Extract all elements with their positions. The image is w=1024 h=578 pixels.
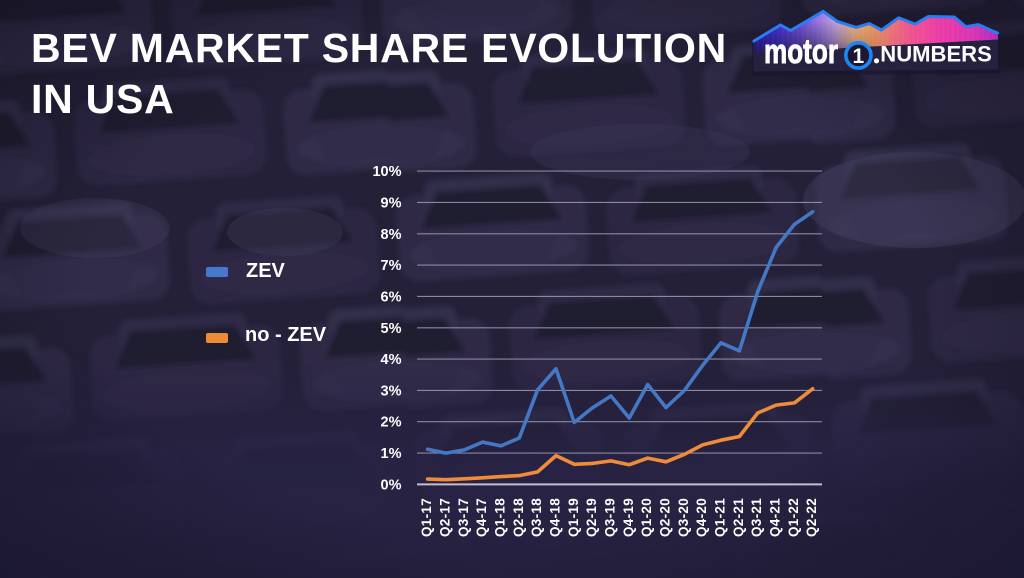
- svg-text:4%: 4%: [381, 352, 402, 368]
- svg-text:10%: 10%: [372, 164, 401, 180]
- svg-text:Q3-18: Q3-18: [529, 498, 544, 537]
- svg-text:Q4-21: Q4-21: [768, 498, 783, 537]
- svg-text:Q1-17: Q1-17: [419, 498, 434, 537]
- svg-text:1: 1: [853, 45, 865, 68]
- svg-text:6%: 6%: [381, 289, 402, 305]
- svg-text:3%: 3%: [381, 383, 402, 399]
- svg-text:Q2-21: Q2-21: [731, 498, 746, 537]
- svg-text:motor: motor: [764, 33, 838, 71]
- svg-text:Q1-22: Q1-22: [786, 498, 801, 537]
- svg-text:NUMBERS: NUMBERS: [880, 42, 992, 67]
- svg-text:1%: 1%: [381, 446, 402, 462]
- svg-text:5%: 5%: [381, 321, 402, 337]
- svg-text:Q1-18: Q1-18: [493, 498, 508, 537]
- svg-text:8%: 8%: [381, 227, 402, 243]
- svg-text:Q2-17: Q2-17: [437, 498, 452, 537]
- svg-text:Q2-18: Q2-18: [511, 498, 526, 537]
- svg-text:7%: 7%: [381, 258, 402, 274]
- svg-text:Q2-20: Q2-20: [658, 498, 673, 537]
- svg-text:Q1-21: Q1-21: [713, 498, 728, 537]
- svg-text:Q3-19: Q3-19: [603, 498, 618, 537]
- svg-text:Q3-21: Q3-21: [749, 498, 764, 537]
- svg-text:9%: 9%: [381, 195, 402, 211]
- svg-text:Q1-20: Q1-20: [639, 498, 654, 537]
- svg-text:Q3-20: Q3-20: [676, 498, 691, 537]
- svg-text:Q4-18: Q4-18: [548, 498, 563, 537]
- svg-text:Q2-19: Q2-19: [584, 498, 599, 537]
- svg-text:2%: 2%: [381, 415, 402, 431]
- svg-text:Q3-17: Q3-17: [456, 498, 471, 537]
- svg-text:Q4-17: Q4-17: [474, 498, 489, 537]
- svg-text:Q1-19: Q1-19: [566, 498, 581, 537]
- svg-text:0%: 0%: [381, 477, 402, 493]
- svg-text:Q4-19: Q4-19: [621, 498, 636, 537]
- svg-text:Q4-20: Q4-20: [694, 498, 709, 537]
- svg-text:Q2-22: Q2-22: [804, 498, 819, 537]
